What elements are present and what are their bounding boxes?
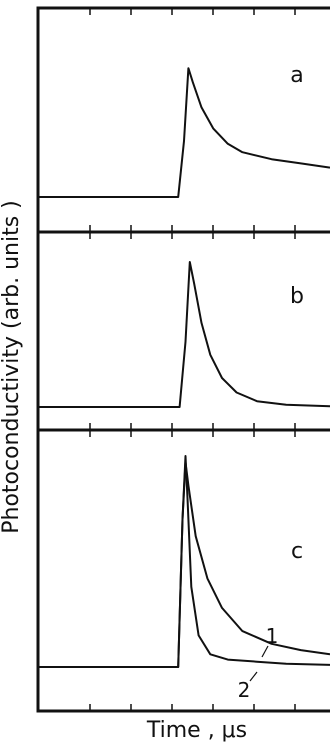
series-2-leader-line bbox=[249, 671, 258, 682]
panel-c: c 1 2 bbox=[36, 428, 330, 713]
series-2-label: 2 bbox=[238, 678, 251, 702]
panel-b-label: b bbox=[290, 284, 304, 309]
panel-c-frame bbox=[36, 428, 330, 713]
panel-a-frame bbox=[36, 6, 330, 234]
panel-a-series-1-line bbox=[38, 67, 330, 198]
series-1-leader-line bbox=[261, 645, 269, 658]
panel-b-series-1-line bbox=[38, 261, 330, 408]
panel-c-label: c bbox=[291, 539, 303, 564]
panels-group: a b c 1 2 bbox=[36, 6, 330, 713]
panel-a: a bbox=[36, 6, 330, 234]
panel-b-frame bbox=[36, 230, 330, 432]
panel-c-series-2-line bbox=[38, 455, 330, 668]
panel-b: b bbox=[36, 230, 330, 432]
panel-a-label: a bbox=[290, 63, 303, 88]
series-1-label: 1 bbox=[266, 624, 279, 648]
x-axis-label: Time , μs bbox=[146, 718, 247, 743]
y-axis-label: Photoconductivity (arb. units ) bbox=[0, 200, 24, 534]
